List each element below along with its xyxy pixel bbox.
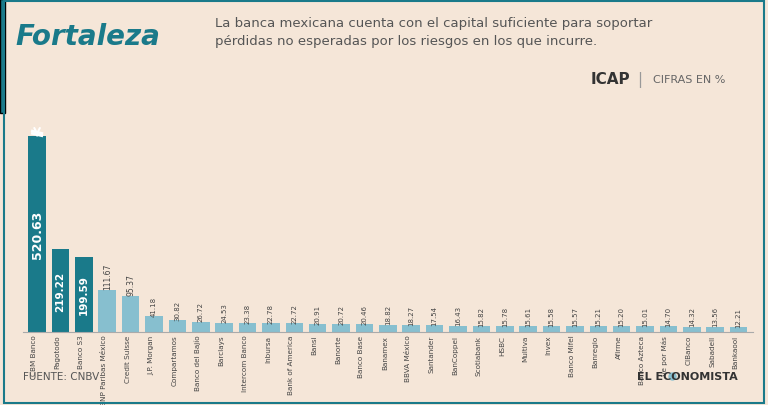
Text: 24.53: 24.53 (221, 303, 227, 322)
Text: 15.20: 15.20 (619, 306, 624, 326)
Bar (683, 327, 700, 332)
Text: 14.70: 14.70 (665, 306, 671, 326)
Text: 20.72: 20.72 (338, 304, 344, 324)
Text: 14.32: 14.32 (689, 307, 695, 326)
Text: 17.54: 17.54 (432, 305, 438, 325)
Bar (379, 325, 396, 332)
Text: FUENTE: CNBV: FUENTE: CNBV (23, 371, 99, 381)
Text: 15.82: 15.82 (478, 306, 485, 326)
Bar (333, 324, 350, 332)
Bar (707, 327, 724, 332)
Text: 18.27: 18.27 (409, 305, 414, 325)
Bar (449, 326, 467, 332)
Text: La banca mexicana cuenta con el capital suficiente para soportar
pérdidas no esp: La banca mexicana cuenta con el capital … (215, 17, 652, 48)
Bar (402, 325, 420, 332)
Bar (425, 326, 443, 332)
Text: |: | (637, 71, 643, 87)
Bar (613, 326, 631, 332)
Text: 41.18: 41.18 (151, 296, 157, 316)
Bar (566, 326, 584, 332)
Text: 15.58: 15.58 (548, 306, 554, 326)
Text: EL ECONOMISTA: EL ECONOMISTA (637, 371, 737, 381)
Text: 20.46: 20.46 (362, 304, 367, 324)
Text: 22.78: 22.78 (268, 303, 274, 323)
Text: 23.38: 23.38 (244, 303, 250, 323)
Bar (660, 326, 677, 332)
Text: 219.22: 219.22 (55, 271, 65, 311)
Text: ICAP: ICAP (590, 72, 630, 87)
Bar (215, 323, 233, 332)
Text: 15.21: 15.21 (595, 306, 601, 326)
Text: 199.59: 199.59 (79, 275, 89, 314)
Text: 95.37: 95.37 (126, 273, 135, 295)
Bar (309, 324, 326, 332)
Bar (145, 317, 163, 332)
Bar (239, 323, 257, 332)
Bar (543, 326, 561, 332)
Text: 18.82: 18.82 (385, 305, 391, 325)
Bar (356, 324, 373, 332)
Bar (192, 322, 210, 332)
Bar (169, 320, 186, 332)
Text: Fortaleza: Fortaleza (15, 23, 161, 51)
Bar (519, 326, 537, 332)
Bar (286, 324, 303, 332)
Bar (75, 257, 93, 332)
Text: 15.78: 15.78 (502, 306, 508, 326)
Text: 13.56: 13.56 (712, 307, 718, 326)
Text: 15.61: 15.61 (525, 306, 531, 326)
Text: 520.63: 520.63 (31, 210, 44, 258)
Text: 15.57: 15.57 (572, 306, 578, 326)
Text: 20.91: 20.91 (315, 304, 321, 324)
Text: CIFRAS EN %: CIFRAS EN % (653, 75, 725, 84)
Bar (637, 326, 654, 332)
Text: 111.67: 111.67 (103, 263, 111, 289)
FancyBboxPatch shape (0, 0, 5, 113)
Text: 22.72: 22.72 (291, 303, 297, 323)
Bar (262, 324, 280, 332)
Bar (496, 326, 514, 332)
Bar (98, 290, 116, 332)
Bar (730, 328, 747, 332)
Bar (472, 326, 490, 332)
Text: 30.82: 30.82 (174, 300, 180, 320)
Bar (51, 249, 69, 332)
Text: 12.21: 12.21 (736, 307, 742, 327)
Bar (590, 326, 607, 332)
Text: 15.01: 15.01 (642, 306, 648, 326)
Text: 26.72: 26.72 (198, 302, 204, 322)
Bar (28, 136, 46, 332)
Text: 16.43: 16.43 (455, 305, 461, 326)
Bar (122, 296, 139, 332)
